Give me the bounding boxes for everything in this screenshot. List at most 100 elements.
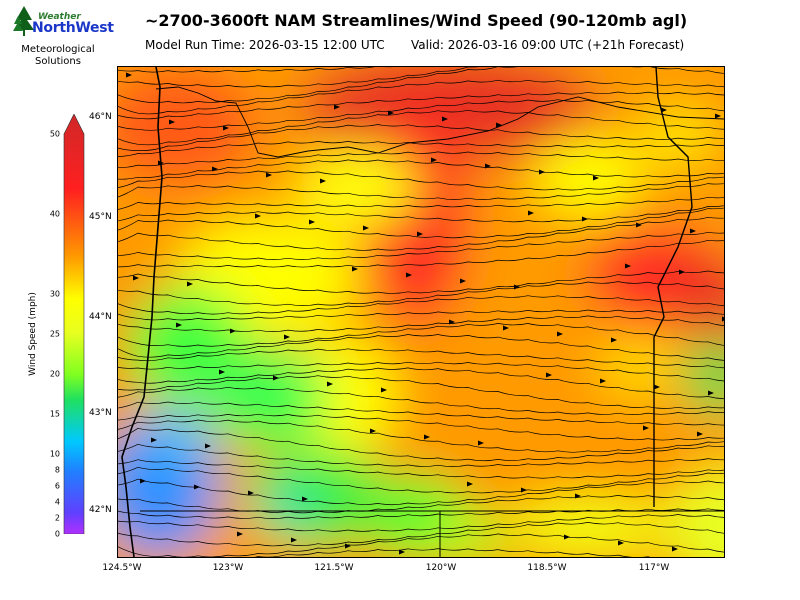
streamline — [118, 295, 724, 315]
streamline-arrow — [363, 225, 369, 231]
streamline — [118, 231, 724, 260]
streamline — [118, 67, 393, 73]
logo-sub-line1: Meteorological — [21, 44, 95, 55]
logo-text-northwest: NorthWest — [32, 20, 114, 36]
colorbar-tick-0: 0 — [54, 529, 60, 539]
streamline-arrow — [611, 337, 617, 343]
streamline-arrow — [460, 278, 466, 284]
streamline-arrow — [212, 166, 218, 172]
streamline — [118, 361, 724, 382]
streamline-arrow — [417, 231, 423, 237]
colorbar-tick-15: 15 — [49, 409, 60, 419]
streamline — [118, 281, 724, 307]
streamline-arrow — [690, 228, 696, 234]
lat-label-45n: 45°N — [89, 212, 112, 222]
streamline — [118, 419, 724, 453]
streamline-arrow — [320, 178, 326, 184]
colorbar-tick-25: 25 — [49, 329, 60, 339]
streamline-arrow — [266, 172, 272, 178]
streamlines — [118, 67, 724, 557]
colorbar-tick-2: 2 — [54, 513, 60, 523]
streamline-arrow — [140, 478, 146, 484]
colorbar-tick-40: 40 — [49, 209, 60, 219]
streamline — [118, 151, 724, 169]
streamline — [118, 427, 724, 462]
streamline-arrow — [672, 546, 678, 552]
streamline-arrow — [539, 169, 545, 175]
streamline — [118, 91, 724, 120]
lon-label-124-5w: 124.5°W — [102, 563, 142, 573]
streamline-arrow — [467, 481, 473, 487]
pine-tree-icon — [13, 6, 34, 36]
streamline-arrow — [625, 263, 631, 269]
streamline-arrow — [485, 163, 491, 169]
streamline-arrow — [600, 378, 606, 384]
streamline-arrow — [237, 531, 243, 537]
lon-label-123w: 123°W — [212, 563, 244, 573]
streamline-arrow — [151, 437, 157, 443]
streamline-arrow — [194, 484, 200, 490]
streamline-arrow — [399, 549, 405, 555]
weather-northwest-logo: Weather NorthWest Meteorological Solutio… — [8, 6, 114, 70]
streamline-arrow — [176, 322, 182, 328]
colorbar-tick-30: 30 — [49, 289, 60, 299]
streamline-arrow — [521, 487, 527, 493]
streamline-arrow — [223, 125, 229, 131]
streamline — [118, 196, 724, 210]
streamline-arrow — [618, 540, 624, 546]
valid-time: Valid: 2026-03-16 09:00 UTC (+21h Foreca… — [411, 38, 685, 52]
streamline-arrow — [388, 110, 394, 116]
lon-label-121-5w: 121.5°W — [314, 563, 354, 573]
streamline — [118, 348, 724, 369]
streamline — [118, 323, 724, 347]
streamline-arrow — [557, 331, 563, 337]
streamline-arrow — [582, 216, 588, 222]
streamline-arrow — [219, 369, 225, 375]
streamline-arrow — [345, 543, 351, 549]
streamline-arrow — [302, 496, 308, 502]
streamline — [118, 239, 724, 268]
colorbar-tick-8: 8 — [54, 465, 60, 475]
streamline-arrow — [679, 269, 685, 275]
streamline — [118, 309, 724, 321]
lon-label-120w: 120°W — [425, 563, 457, 573]
lat-label-46n: 46°N — [89, 112, 112, 122]
streamline-arrow — [564, 534, 570, 540]
streamline-arrow — [370, 428, 376, 434]
streamline-arrow — [248, 490, 254, 496]
logo-subtitle: Meteorological Solutions — [8, 44, 108, 68]
streamline — [118, 183, 724, 200]
streamline-arrow — [309, 219, 315, 225]
map-graphic — [118, 67, 724, 557]
streamline-arrow — [126, 72, 132, 78]
streamline-arrow — [255, 213, 261, 219]
streamline-arrow — [715, 113, 721, 119]
streamline-arrow — [593, 175, 599, 181]
streamline-arrow — [449, 319, 455, 325]
streamline-arrow — [381, 387, 387, 393]
streamline-arrow — [697, 431, 703, 437]
streamline-arrow — [284, 334, 290, 340]
streamline — [118, 207, 724, 239]
streamline-arrow — [133, 275, 139, 281]
streamline-arrow — [424, 434, 430, 440]
lat-label-42n: 42°N — [89, 505, 112, 515]
streamline — [118, 386, 724, 415]
colorbar-tick-50: 50 — [49, 129, 60, 139]
logo-sub-line2: Solutions — [35, 56, 81, 67]
lat-label-43n: 43°N — [89, 408, 112, 418]
streamline — [118, 216, 724, 251]
wind-speed-map — [117, 66, 725, 558]
state-county-borders — [121, 67, 724, 557]
streamline — [118, 79, 724, 115]
colorbar-label: Wind Speed (mph) — [28, 292, 38, 376]
streamline-arrow — [334, 104, 340, 110]
streamline-arrow — [169, 119, 175, 125]
streamline-arrow — [654, 384, 660, 390]
colorbar-tick-20: 20 — [49, 369, 60, 379]
streamline — [118, 315, 724, 332]
streamline-arrow — [478, 440, 484, 446]
streamline — [118, 548, 651, 557]
model-run-time: Model Run Time: 2026-03-15 12:00 UTC — [145, 38, 385, 52]
streamline — [118, 443, 724, 467]
